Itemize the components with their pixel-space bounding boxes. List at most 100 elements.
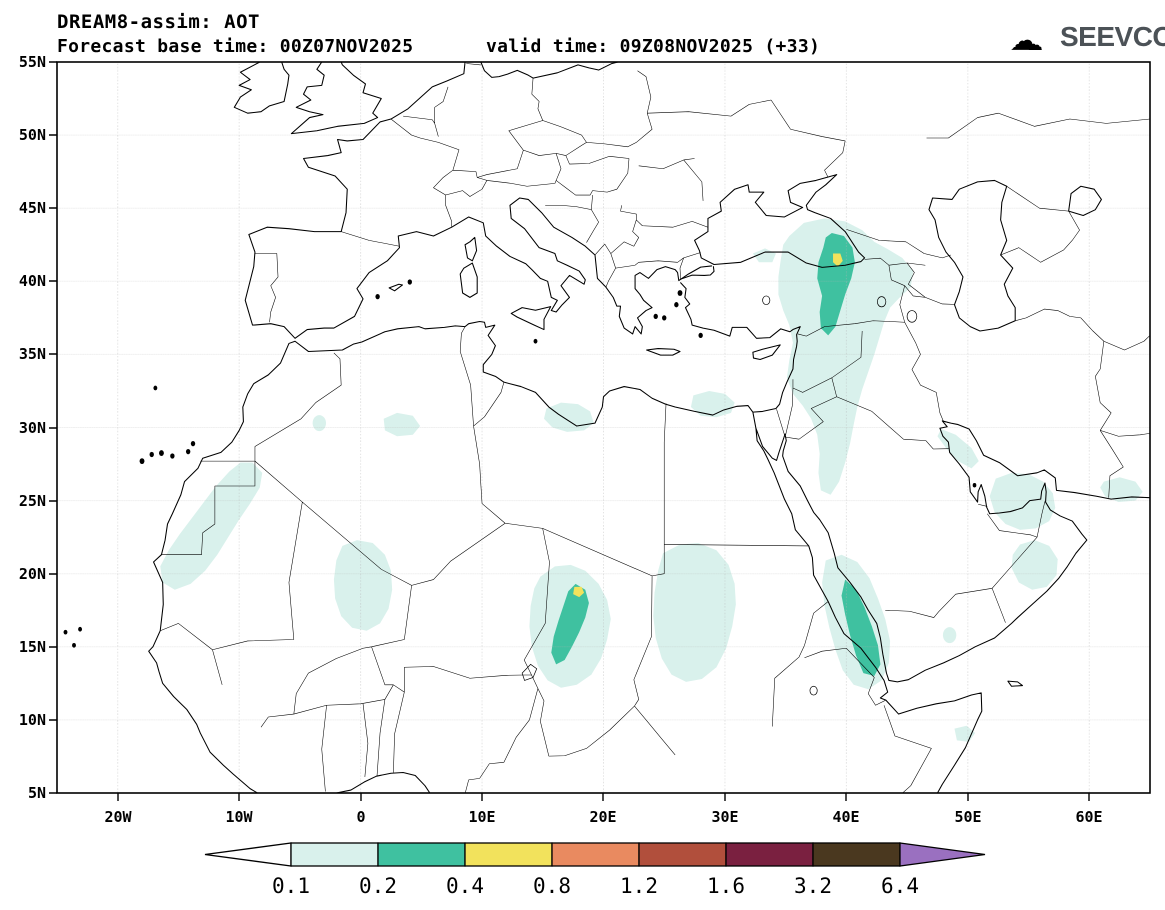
coast-britain bbox=[291, 62, 381, 134]
plume-south-oman bbox=[1011, 540, 1058, 590]
coast-black-sea bbox=[695, 175, 865, 268]
borders-africa-mideast bbox=[160, 186, 1150, 793]
peak-caucasus bbox=[833, 253, 843, 267]
lon-label: 10W bbox=[225, 808, 253, 826]
plume-libya-coast bbox=[543, 402, 594, 432]
plot-title: DREAM8-assim: AOT bbox=[57, 11, 260, 33]
plume-makran bbox=[1100, 477, 1143, 503]
colorbar-label: 0.8 bbox=[533, 874, 571, 898]
lon-label: 0 bbox=[356, 808, 365, 826]
lat-axis: 55N 50N 45N 40N 35N 30N 25N 20N 15N 10N … bbox=[19, 53, 46, 802]
lon-axis: 20W 10W 0 10E 20E 30E 40E 50E 60E bbox=[104, 808, 1102, 826]
colorbar-seg-0.4-0.8 bbox=[464, 842, 553, 867]
island-dot bbox=[72, 642, 76, 648]
coast-europe-west-med bbox=[245, 62, 711, 338]
seevccc-logo: ☁ ☁ SEEVCCC bbox=[1010, 7, 1165, 61]
island-dot bbox=[662, 315, 667, 321]
colorbar-label: 0.4 bbox=[446, 874, 484, 898]
colorbar-seg-0.1-0.2 bbox=[290, 842, 379, 867]
island-dot bbox=[533, 338, 538, 344]
graticule bbox=[57, 62, 1150, 793]
island-dots bbox=[63, 279, 977, 648]
island-dot bbox=[698, 332, 703, 339]
country-borders bbox=[160, 63, 1150, 793]
lakes bbox=[522, 296, 917, 695]
colorbar-seg-1.2-1.6 bbox=[638, 842, 727, 867]
colorbar-seg-0.2-0.4 bbox=[377, 842, 466, 867]
colorbar-seg-0.8-1.2 bbox=[551, 842, 640, 867]
colorbar-label: 1.2 bbox=[620, 874, 658, 898]
peak-chad bbox=[573, 586, 585, 598]
lat-label: 15N bbox=[19, 638, 46, 656]
lat-label: 40N bbox=[19, 272, 46, 290]
plume-gulf-nw bbox=[937, 428, 979, 469]
lat-label: 35N bbox=[19, 345, 46, 363]
plume-egypt-coast bbox=[690, 390, 735, 418]
island-dot bbox=[170, 453, 175, 459]
lat-label: 10N bbox=[19, 711, 46, 729]
island-dot bbox=[674, 302, 679, 308]
plume-caucasus-levant bbox=[778, 218, 914, 495]
core-chad bbox=[551, 583, 589, 665]
island-dot bbox=[153, 385, 158, 391]
coast-turkey-africa bbox=[149, 267, 801, 793]
lake-tuz bbox=[763, 296, 770, 305]
lake-chad bbox=[522, 664, 537, 680]
island-dot bbox=[677, 290, 683, 296]
cloud-inner-icon: ☁ bbox=[1028, 28, 1042, 56]
island-dot bbox=[653, 313, 658, 320]
island-dot bbox=[159, 450, 164, 457]
plume-gulf-uae bbox=[989, 472, 1056, 530]
valid-time: valid time: 09Z08NOV2025 (+33) bbox=[486, 36, 820, 57]
colorbar-label: 1.6 bbox=[707, 874, 745, 898]
plume-mauritania bbox=[160, 462, 263, 590]
lat-label: 5N bbox=[28, 784, 46, 802]
coast-aral bbox=[1069, 186, 1102, 215]
colorbar-label: 0.1 bbox=[272, 874, 310, 898]
aot-shade-level-0p4 bbox=[573, 253, 843, 598]
coastlines bbox=[63, 62, 1150, 793]
header: DREAM8-assim: AOT Forecast base time: 00… bbox=[57, 11, 820, 57]
colorbar-arrow-right bbox=[899, 842, 986, 867]
lon-label: 20E bbox=[589, 808, 616, 826]
core-caucasus bbox=[817, 233, 855, 336]
plume-central-algeria bbox=[383, 412, 421, 437]
aot-shade-level-0p1 bbox=[160, 218, 1143, 742]
colorbar: 0.1 0.2 0.4 0.8 1.2 1.6 3.2 6.4 bbox=[204, 842, 986, 898]
island-dot bbox=[139, 458, 145, 465]
core-red-sea bbox=[841, 579, 881, 677]
lat-label: 45N bbox=[19, 199, 46, 217]
coast-ireland bbox=[234, 62, 289, 113]
colorbar-label: 0.2 bbox=[359, 874, 397, 898]
lake-tana bbox=[810, 686, 817, 695]
colorbar-label: 6.4 bbox=[881, 874, 919, 898]
colorbar-seg-3.2-6.4 bbox=[812, 842, 901, 867]
island-dot bbox=[63, 629, 68, 635]
island-dot bbox=[972, 483, 977, 488]
forecast-base-time: Forecast base time: 00Z07NOV2025 bbox=[57, 36, 413, 57]
lon-label: 30E bbox=[711, 808, 738, 826]
coast-caspian bbox=[929, 180, 1015, 331]
axis-ticks bbox=[49, 61, 1090, 801]
borders-europe bbox=[255, 63, 1150, 322]
island-dot bbox=[375, 294, 380, 300]
lat-label: 55N bbox=[19, 53, 46, 71]
plume-sudan bbox=[653, 542, 736, 682]
coast-red-sea-arabia bbox=[756, 421, 1150, 793]
plume-morocco-spot bbox=[312, 415, 326, 432]
plume-mali-algeria bbox=[333, 540, 393, 631]
lake-van bbox=[877, 297, 886, 307]
map-canvas bbox=[57, 62, 1150, 794]
island-dot bbox=[185, 448, 191, 455]
lat-label: 50N bbox=[19, 126, 46, 144]
coast-baltic bbox=[481, 62, 618, 78]
lon-label: 40E bbox=[832, 808, 859, 826]
lat-label: 25N bbox=[19, 492, 46, 510]
lon-label: 10E bbox=[468, 808, 495, 826]
logo-text: SEEVCCC bbox=[1060, 21, 1165, 52]
cloud-icon: ☁ bbox=[1010, 7, 1038, 61]
colorbar-seg-1.6-3.2 bbox=[725, 842, 814, 867]
island-dot bbox=[149, 451, 154, 458]
lon-label: 60E bbox=[1075, 808, 1102, 826]
